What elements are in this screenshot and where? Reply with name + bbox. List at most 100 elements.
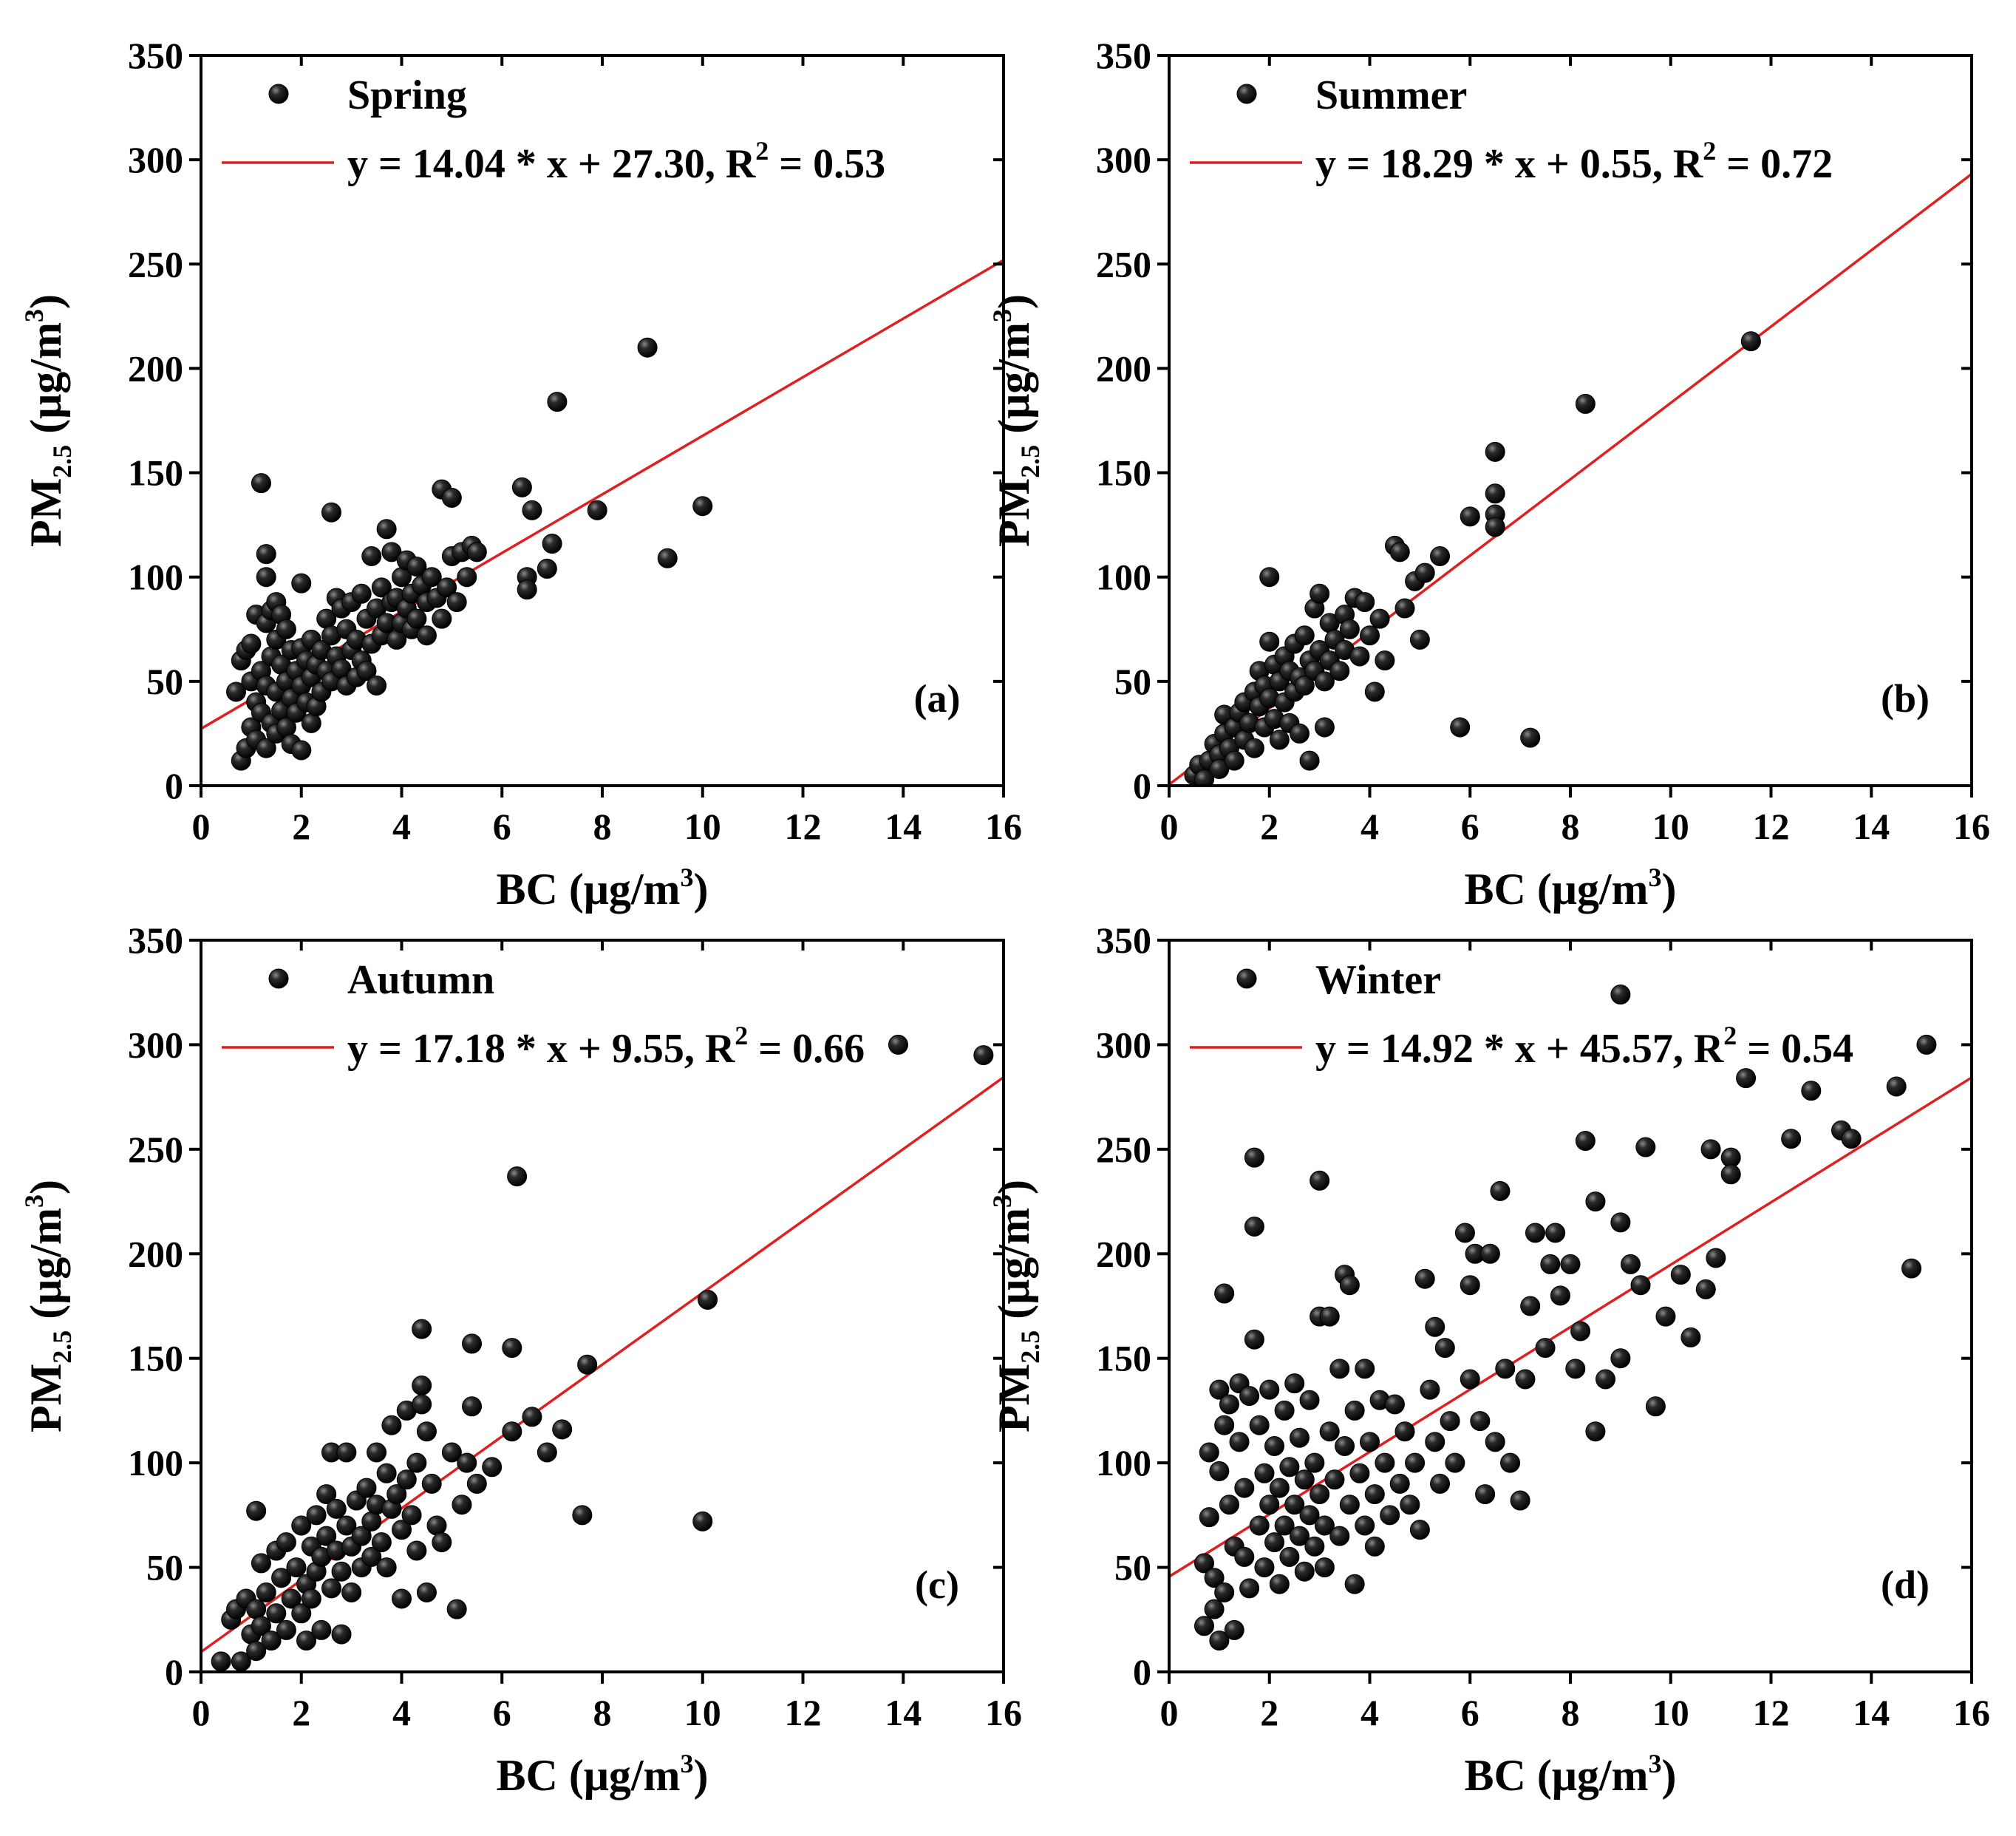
- x-tick-label: 2: [292, 806, 310, 847]
- y-tick-label: 300: [1096, 139, 1151, 180]
- data-point: [1269, 1574, 1290, 1594]
- data-point: [1720, 1164, 1741, 1185]
- data-point: [1329, 1359, 1350, 1379]
- data-point: [1339, 1495, 1360, 1515]
- legend-fit-equation: y = 14.92 * x + 45.57, R2 = 0.54: [1315, 1021, 1853, 1072]
- data-point: [1610, 1348, 1631, 1369]
- data-point: [1405, 1452, 1426, 1473]
- data-point: [286, 1557, 307, 1578]
- data-point: [1454, 1223, 1475, 1243]
- data-point: [542, 534, 562, 554]
- data-point: [1560, 1254, 1581, 1274]
- legend-point-marker: [268, 84, 289, 104]
- data-point: [1485, 441, 1505, 462]
- x-tick-label: 14: [885, 806, 922, 847]
- y-tick-label: 250: [128, 243, 183, 285]
- data-point: [1680, 1327, 1701, 1347]
- panel-autumn: 0 2 4 6 8 10 12 14 16 0 50 100 150 200 250 300 350 BC (μg…: [19, 919, 1022, 1800]
- data-point: [271, 1568, 292, 1588]
- data-point: [1329, 1526, 1350, 1546]
- data-point: [441, 487, 462, 508]
- panel-winter: 0 2 4 6 8 10 12 14 16 0 50 100 150 200 250 300 350 BC (μg…: [987, 919, 1990, 1800]
- data-point: [1460, 1369, 1480, 1390]
- data-point: [336, 1515, 357, 1536]
- data-point: [406, 1540, 427, 1561]
- data-point: [1575, 393, 1596, 414]
- data-point: [361, 1511, 382, 1531]
- data-point: [457, 567, 477, 588]
- data-point: [1199, 1442, 1219, 1463]
- data-point: [1324, 1469, 1345, 1490]
- data-point: [1375, 1452, 1395, 1473]
- data-point: [306, 1505, 327, 1526]
- data-point: [572, 1505, 593, 1526]
- data-point: [1254, 1557, 1275, 1578]
- data-point: [1801, 1081, 1822, 1101]
- y-tick-label: 0: [1133, 765, 1151, 806]
- data-point: [457, 1452, 477, 1473]
- data-point: [698, 1290, 718, 1310]
- data-point: [1585, 1421, 1606, 1442]
- data-point: [361, 1546, 382, 1567]
- data-point: [1495, 1359, 1516, 1379]
- data-point: [1355, 592, 1375, 613]
- data-point: [657, 548, 678, 568]
- data-point: [246, 1599, 267, 1619]
- data-point: [466, 542, 487, 562]
- data-point: [1279, 1457, 1300, 1478]
- data-point: [1485, 483, 1505, 504]
- x-tick-label: 14: [885, 1692, 922, 1733]
- data-point: [692, 1511, 713, 1531]
- data-point: [326, 1498, 347, 1519]
- data-point: [1214, 1283, 1235, 1304]
- x-tick-label: 14: [1853, 806, 1890, 847]
- data-point: [261, 1631, 282, 1651]
- data-point: [1720, 1147, 1741, 1168]
- x-tick-label: 14: [1853, 1692, 1890, 1733]
- data-point: [1841, 1129, 1862, 1149]
- data-point: [1781, 1129, 1802, 1149]
- y-tick-label: 300: [128, 1024, 183, 1065]
- data-point: [1570, 1321, 1591, 1342]
- data-point: [1264, 1532, 1285, 1553]
- data-point: [1284, 1373, 1305, 1394]
- data-point: [1214, 1582, 1235, 1603]
- data-point: [1274, 1400, 1295, 1421]
- data-point: [331, 1624, 352, 1645]
- x-tick-label: 0: [1160, 1692, 1179, 1733]
- y-tick-label: 50: [146, 661, 183, 702]
- y-tick-label: 50: [1114, 1547, 1151, 1588]
- x-axis-title: BC (μg/m3): [497, 1749, 709, 1800]
- data-point: [1355, 1515, 1375, 1536]
- y-tick-label: 200: [128, 347, 183, 389]
- data-point: [1304, 1536, 1325, 1557]
- data-point: [1355, 1359, 1375, 1379]
- data-point: [1635, 1137, 1656, 1157]
- y-axis-title: PM2.5 (μg/m3): [987, 1180, 1045, 1432]
- data-point: [1535, 1338, 1556, 1359]
- data-point: [1460, 506, 1480, 527]
- y-tick-label: 150: [1096, 452, 1151, 494]
- data-point: [401, 1505, 422, 1526]
- data-point: [256, 567, 276, 588]
- data-point: [577, 1354, 598, 1375]
- data-point: [1440, 1411, 1460, 1432]
- x-tick-label: 8: [593, 1692, 612, 1733]
- y-tick-label: 100: [128, 1442, 183, 1483]
- y-tick-label: 250: [1096, 243, 1151, 285]
- y-tick-label: 50: [146, 1547, 183, 1588]
- data-point: [1630, 1275, 1651, 1296]
- data-point: [1384, 1394, 1405, 1415]
- data-point: [1485, 1432, 1505, 1452]
- data-point: [437, 577, 457, 598]
- data-point: [1209, 1631, 1230, 1651]
- data-point: [888, 1034, 908, 1055]
- data-point: [462, 1396, 483, 1417]
- data-point: [392, 1520, 412, 1540]
- y-tick-label: 250: [1096, 1129, 1151, 1170]
- data-point: [1279, 1546, 1300, 1567]
- legend-point-marker: [1236, 84, 1257, 104]
- data-point: [1430, 545, 1451, 566]
- data-point: [256, 738, 276, 758]
- data-point: [1249, 1415, 1270, 1435]
